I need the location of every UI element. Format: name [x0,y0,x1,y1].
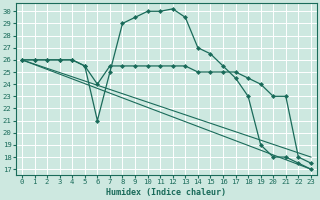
X-axis label: Humidex (Indice chaleur): Humidex (Indice chaleur) [107,188,227,197]
